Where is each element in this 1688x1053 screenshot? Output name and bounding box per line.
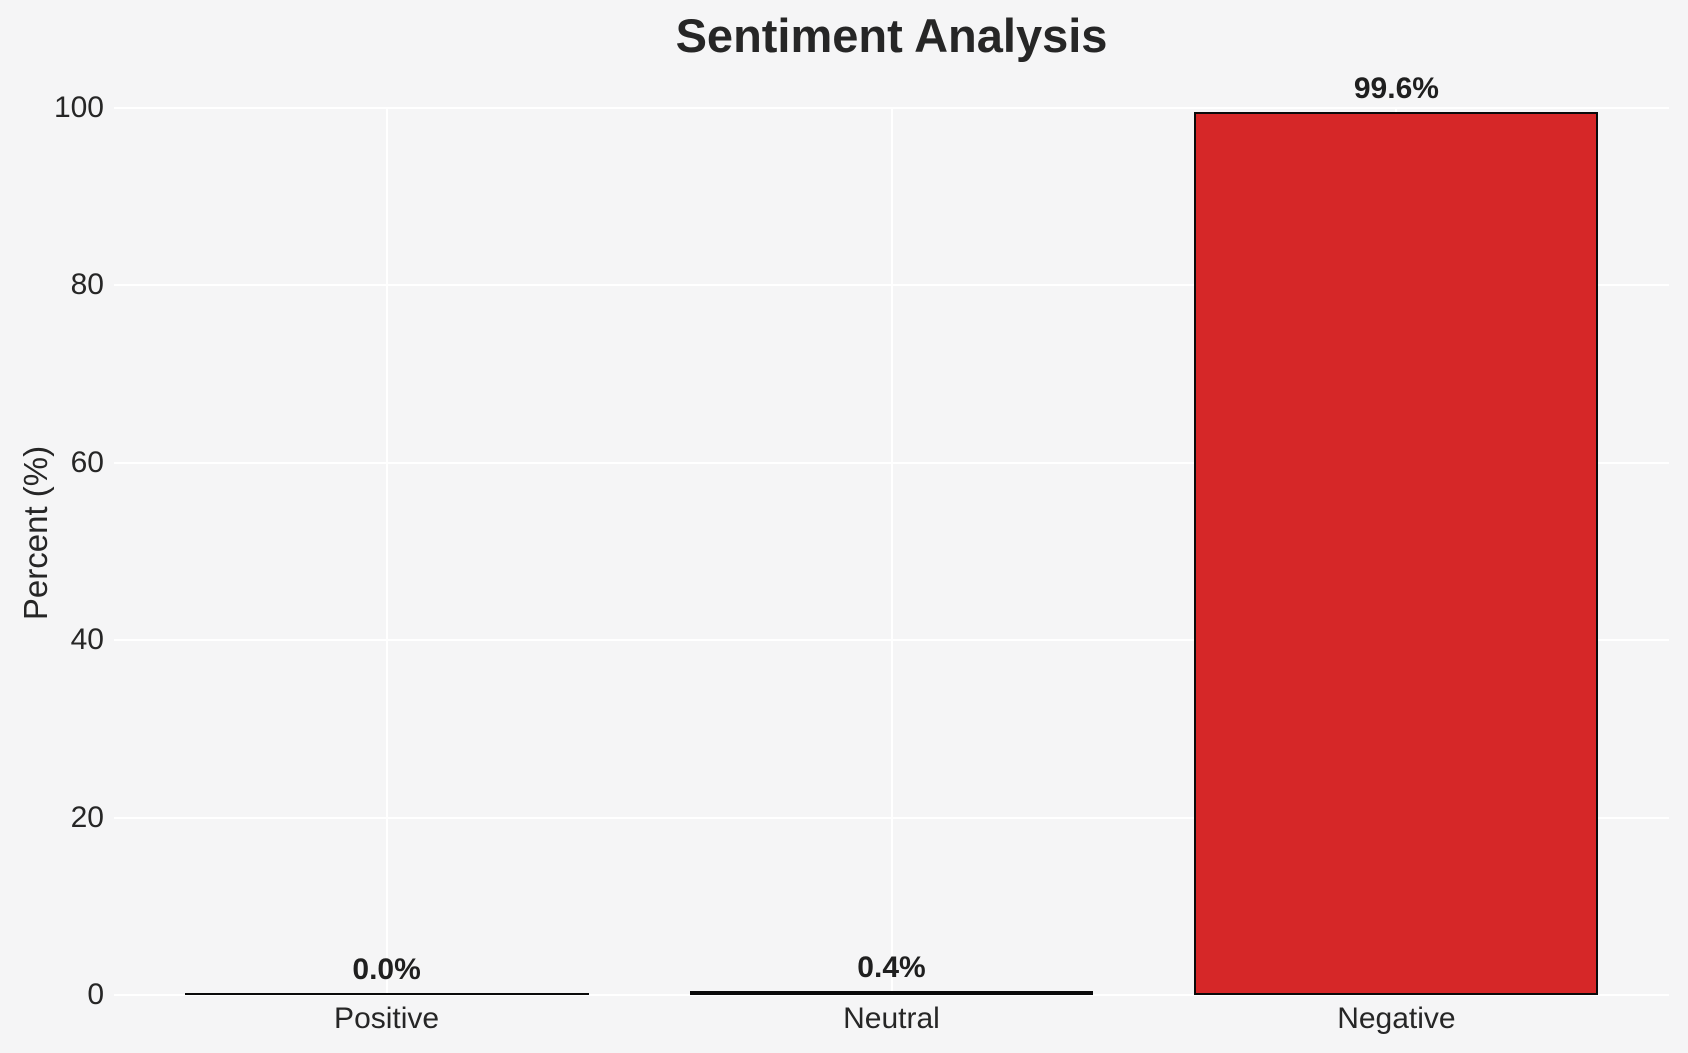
bar-neutral	[689, 991, 1094, 995]
gridline-vertical	[385, 108, 388, 995]
y-tick-label: 60	[70, 445, 104, 479]
x-tick-label: Positive	[334, 1002, 440, 1035]
gridline-vertical	[890, 108, 893, 995]
bar-negative	[1194, 111, 1599, 995]
x-tick-label: Negative	[1337, 1002, 1456, 1035]
bar-value-label: 0.4%	[857, 951, 926, 985]
y-tick-label: 20	[70, 800, 104, 834]
x-tick-label: Neutral	[843, 1002, 940, 1035]
plot-area	[114, 107, 1669, 996]
bar-value-label: 0.0%	[352, 953, 421, 986]
y-tick-label: 0	[87, 978, 104, 1011]
chart-title: Sentiment Analysis	[675, 9, 1108, 62]
gridline-horizontal	[114, 994, 1669, 996]
bar-value-label: 99.6%	[1353, 71, 1439, 105]
y-tick-label: 40	[70, 623, 104, 657]
y-tick-label: 80	[70, 268, 104, 302]
y-tick-label: 100	[53, 91, 104, 124]
bar-positive	[184, 993, 589, 995]
